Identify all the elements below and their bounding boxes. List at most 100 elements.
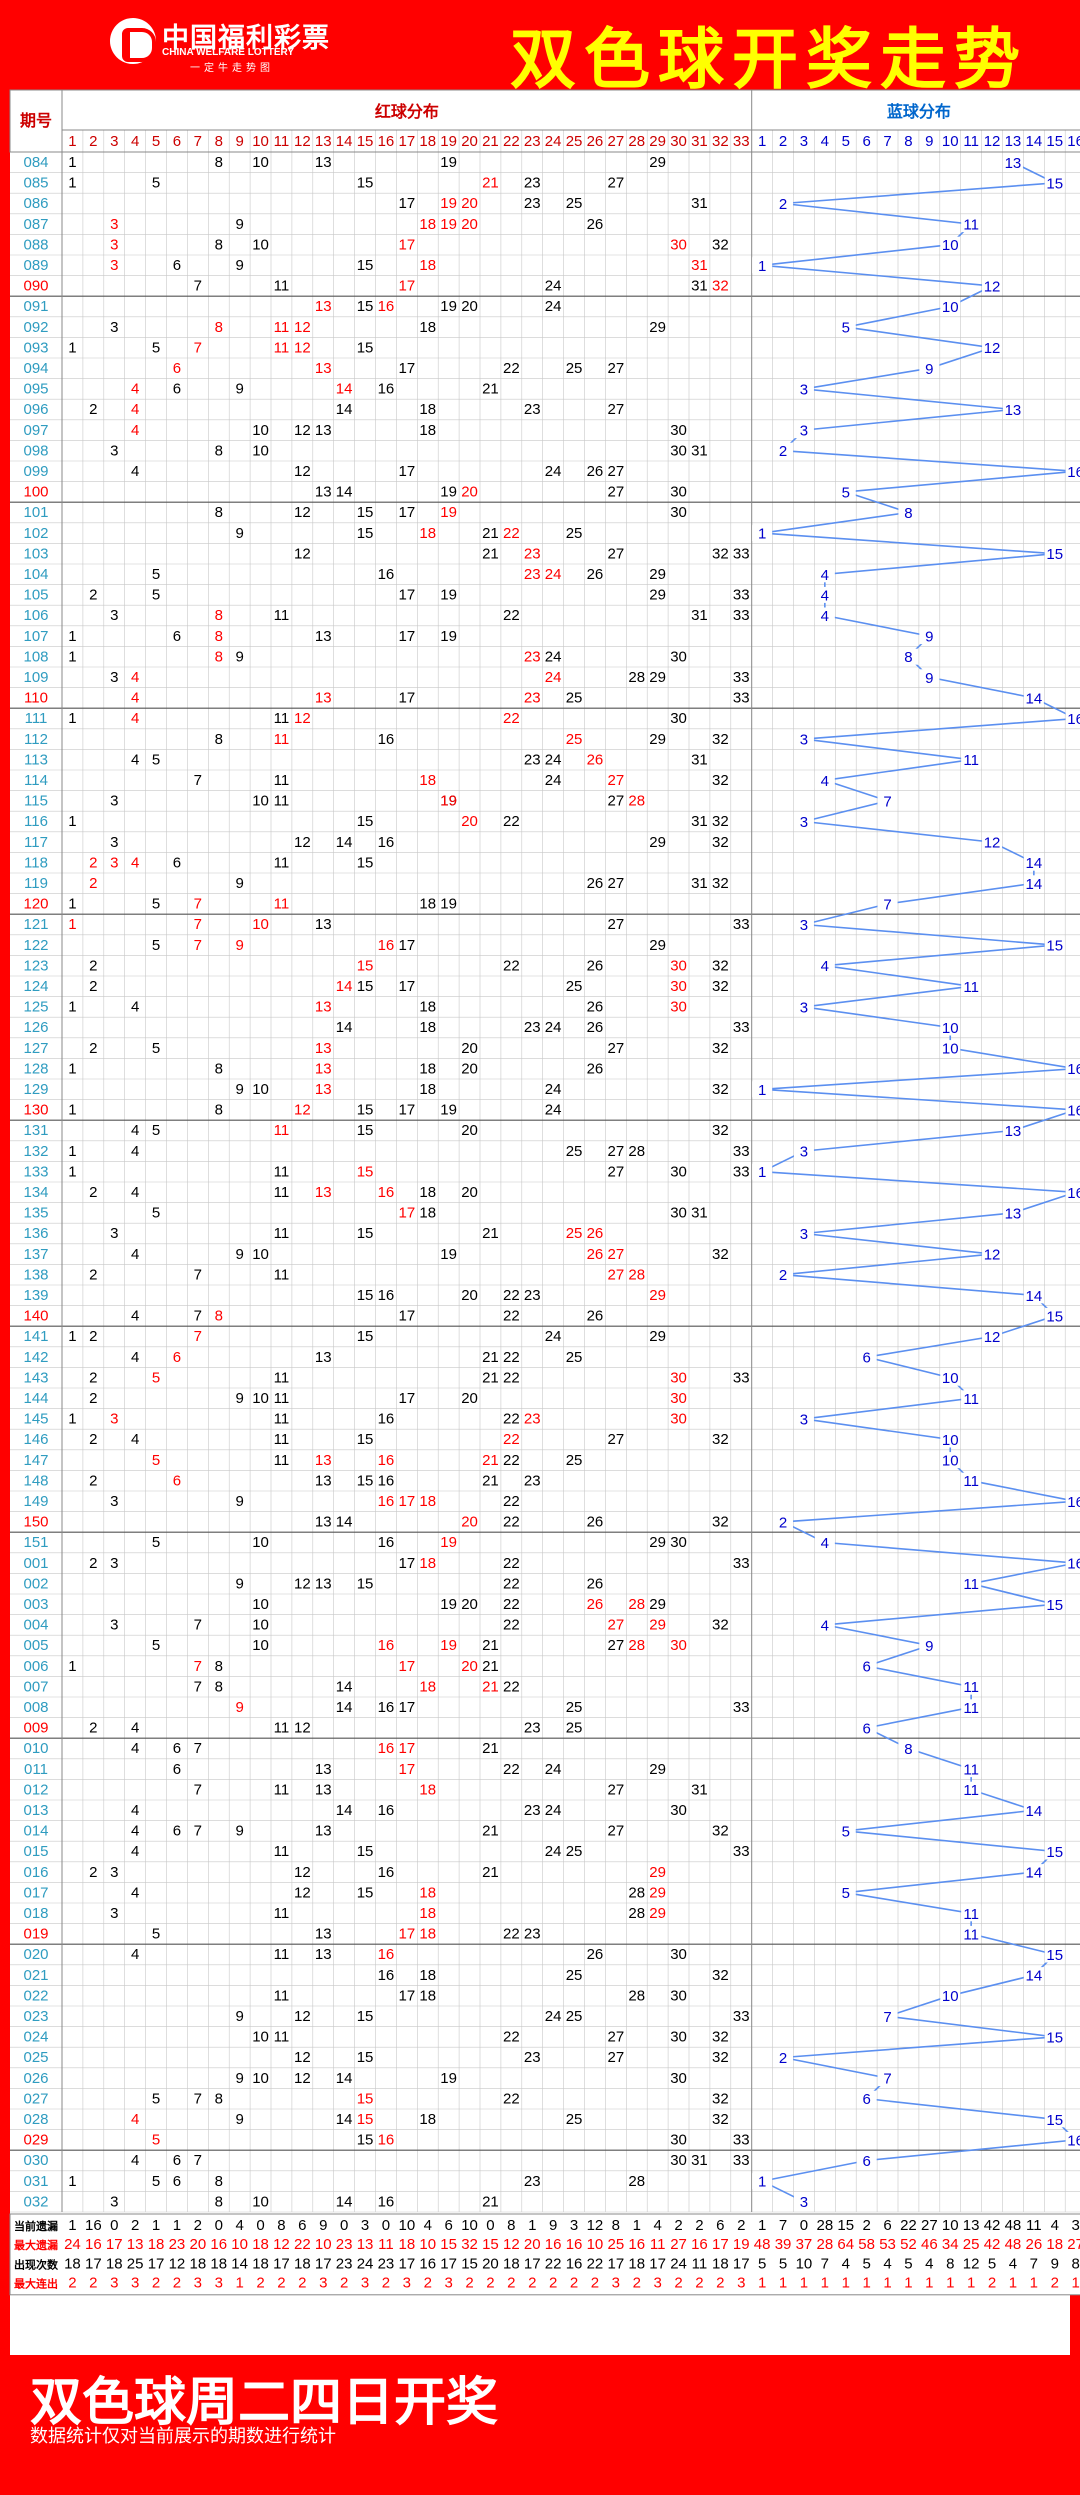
red-column-number: 18 xyxy=(419,133,436,150)
blue-ball-bg xyxy=(1065,710,1080,727)
red-ball-number: 33 xyxy=(733,545,750,562)
period-label: 124 xyxy=(23,978,48,995)
stats-red-value: 2 xyxy=(591,2275,599,2292)
stats-red-value: 17 xyxy=(608,2255,625,2272)
red-ball-number: 30 xyxy=(670,2132,687,2149)
red-ball-number: 12 xyxy=(294,504,311,521)
red-ball-number: 15 xyxy=(357,525,374,542)
stats-red-value: 2 xyxy=(716,2275,724,2292)
red-ball-number: 22 xyxy=(503,957,520,974)
period-label: 149 xyxy=(23,1493,48,1510)
stats-blue-value: 10 xyxy=(796,2255,813,2272)
red-ball-number-repeat: 28 xyxy=(628,1596,645,1613)
blue-ball-number: 9 xyxy=(925,361,933,378)
red-ball-number: 6 xyxy=(173,1740,181,1757)
stats-red-value: 3 xyxy=(131,2275,139,2292)
red-ball-number-repeat: 13 xyxy=(315,999,332,1016)
stats-red-value: 16 xyxy=(691,2236,708,2253)
red-ball-number: 24 xyxy=(545,463,562,480)
period-label: 115 xyxy=(24,793,48,810)
red-ball-number: 23 xyxy=(524,1926,541,1943)
red-ball-number-repeat: 15 xyxy=(357,1163,374,1180)
blue-ball-number: 9 xyxy=(925,1638,933,1655)
stats-red-value: 18 xyxy=(399,2236,416,2253)
period-label: 099 xyxy=(23,463,48,480)
red-ball-number: 29 xyxy=(649,587,666,604)
blue-ball-bg xyxy=(1023,689,1044,706)
blue-ball-bg xyxy=(1065,1184,1080,1201)
red-ball-number: 21 xyxy=(482,1823,499,1840)
period-label: 104 xyxy=(23,566,48,583)
blue-ball-number: 16 xyxy=(1067,2132,1080,2149)
blue-column-number: 12 xyxy=(984,133,1001,150)
blue-ball-trend-line xyxy=(759,161,1079,2203)
blue-ball-number: 2 xyxy=(779,1267,787,1284)
red-ball-number-repeat: 20 xyxy=(461,195,478,212)
stats-red-value: 10 xyxy=(587,2236,604,2253)
red-ball-number: 20 xyxy=(461,298,478,315)
stats-blue-value: 48 xyxy=(754,2236,771,2253)
blue-ball-number: 3 xyxy=(800,1411,808,1428)
red-ball-number: 4 xyxy=(131,1308,139,1325)
red-ball-number: 29 xyxy=(649,319,666,336)
red-ball-number-repeat: 19 xyxy=(440,195,457,212)
blue-ball-number: 15 xyxy=(1046,2029,1063,2046)
red-ball-number: 13 xyxy=(315,154,332,171)
period-label: 095 xyxy=(23,381,48,398)
red-ball-number: 18 xyxy=(419,1060,436,1077)
red-ball-number: 15 xyxy=(357,504,374,521)
period-label: 105 xyxy=(23,587,48,604)
red-ball-number: 25 xyxy=(566,2111,583,2128)
period-label: 130 xyxy=(23,1102,48,1119)
stats-red-value: 23 xyxy=(378,2255,395,2272)
stats-red-value: 20 xyxy=(482,2255,499,2272)
stats-red-value: 3 xyxy=(653,2275,661,2292)
red-ball-number: 24 xyxy=(545,1843,562,1860)
period-label: 030 xyxy=(23,2152,48,2169)
red-ball-number: 5 xyxy=(152,2090,160,2107)
stats-blue-value: 48 xyxy=(1005,2236,1022,2253)
red-ball-number: 9 xyxy=(235,1390,243,1407)
red-ball-number: 24 xyxy=(545,1328,562,1345)
red-ball-number-repeat: 13 xyxy=(315,690,332,707)
blue-ball-number: 7 xyxy=(883,2009,891,2026)
blue-ball-number: 2 xyxy=(779,1514,787,1531)
red-ball-number-repeat: 5 xyxy=(152,1452,160,1469)
blue-ball-bg xyxy=(752,1163,773,1180)
stats-red-value: 2 xyxy=(89,2275,97,2292)
stats-red-value: 25 xyxy=(127,2255,144,2272)
red-ball-number: 24 xyxy=(545,1081,562,1098)
red-ball-number: 12 xyxy=(294,1720,311,1737)
stats-red-value: 0 xyxy=(486,2217,494,2234)
stats-row-label: 最大连出 xyxy=(14,2277,58,2291)
period-label: 112 xyxy=(24,731,48,748)
red-ball-number-repeat: 18 xyxy=(419,1926,436,1943)
stats-red-value: 18 xyxy=(148,2236,165,2253)
period-label: 003 xyxy=(23,1596,48,1613)
red-ball-number: 11 xyxy=(274,793,290,810)
red-ball-number: 16 xyxy=(378,2193,395,2210)
red-ball-number: 13 xyxy=(315,1514,332,1531)
stats-red-value: 18 xyxy=(294,2255,311,2272)
red-ball-number: 5 xyxy=(152,896,160,913)
red-ball-number-repeat: 29 xyxy=(649,1905,666,1922)
red-ball-number: 13 xyxy=(315,628,332,645)
red-ball-number: 9 xyxy=(235,1081,243,1098)
red-ball-number-repeat: 3 xyxy=(110,1411,118,1428)
red-ball-number: 25 xyxy=(566,195,583,212)
red-ball-number-repeat: 3 xyxy=(110,257,118,274)
stats-red-value: 11 xyxy=(692,2255,708,2272)
red-ball-number-repeat: 20 xyxy=(461,216,478,233)
red-ball-number: 17 xyxy=(399,360,416,377)
period-label: 139 xyxy=(23,1287,48,1304)
stats-red-value: 2 xyxy=(549,2275,557,2292)
red-ball-number: 1 xyxy=(68,710,76,727)
period-label: 134 xyxy=(23,1184,48,1201)
stats-red-value: 4 xyxy=(235,2217,243,2234)
red-column-number: 31 xyxy=(691,133,708,150)
red-ball-number: 22 xyxy=(503,2090,520,2107)
red-ball-number-repeat: 26 xyxy=(587,751,604,768)
stats-red-value: 2 xyxy=(256,2275,264,2292)
red-ball-number: 12 xyxy=(294,463,311,480)
red-ball-number-repeat: 11 xyxy=(274,319,290,336)
